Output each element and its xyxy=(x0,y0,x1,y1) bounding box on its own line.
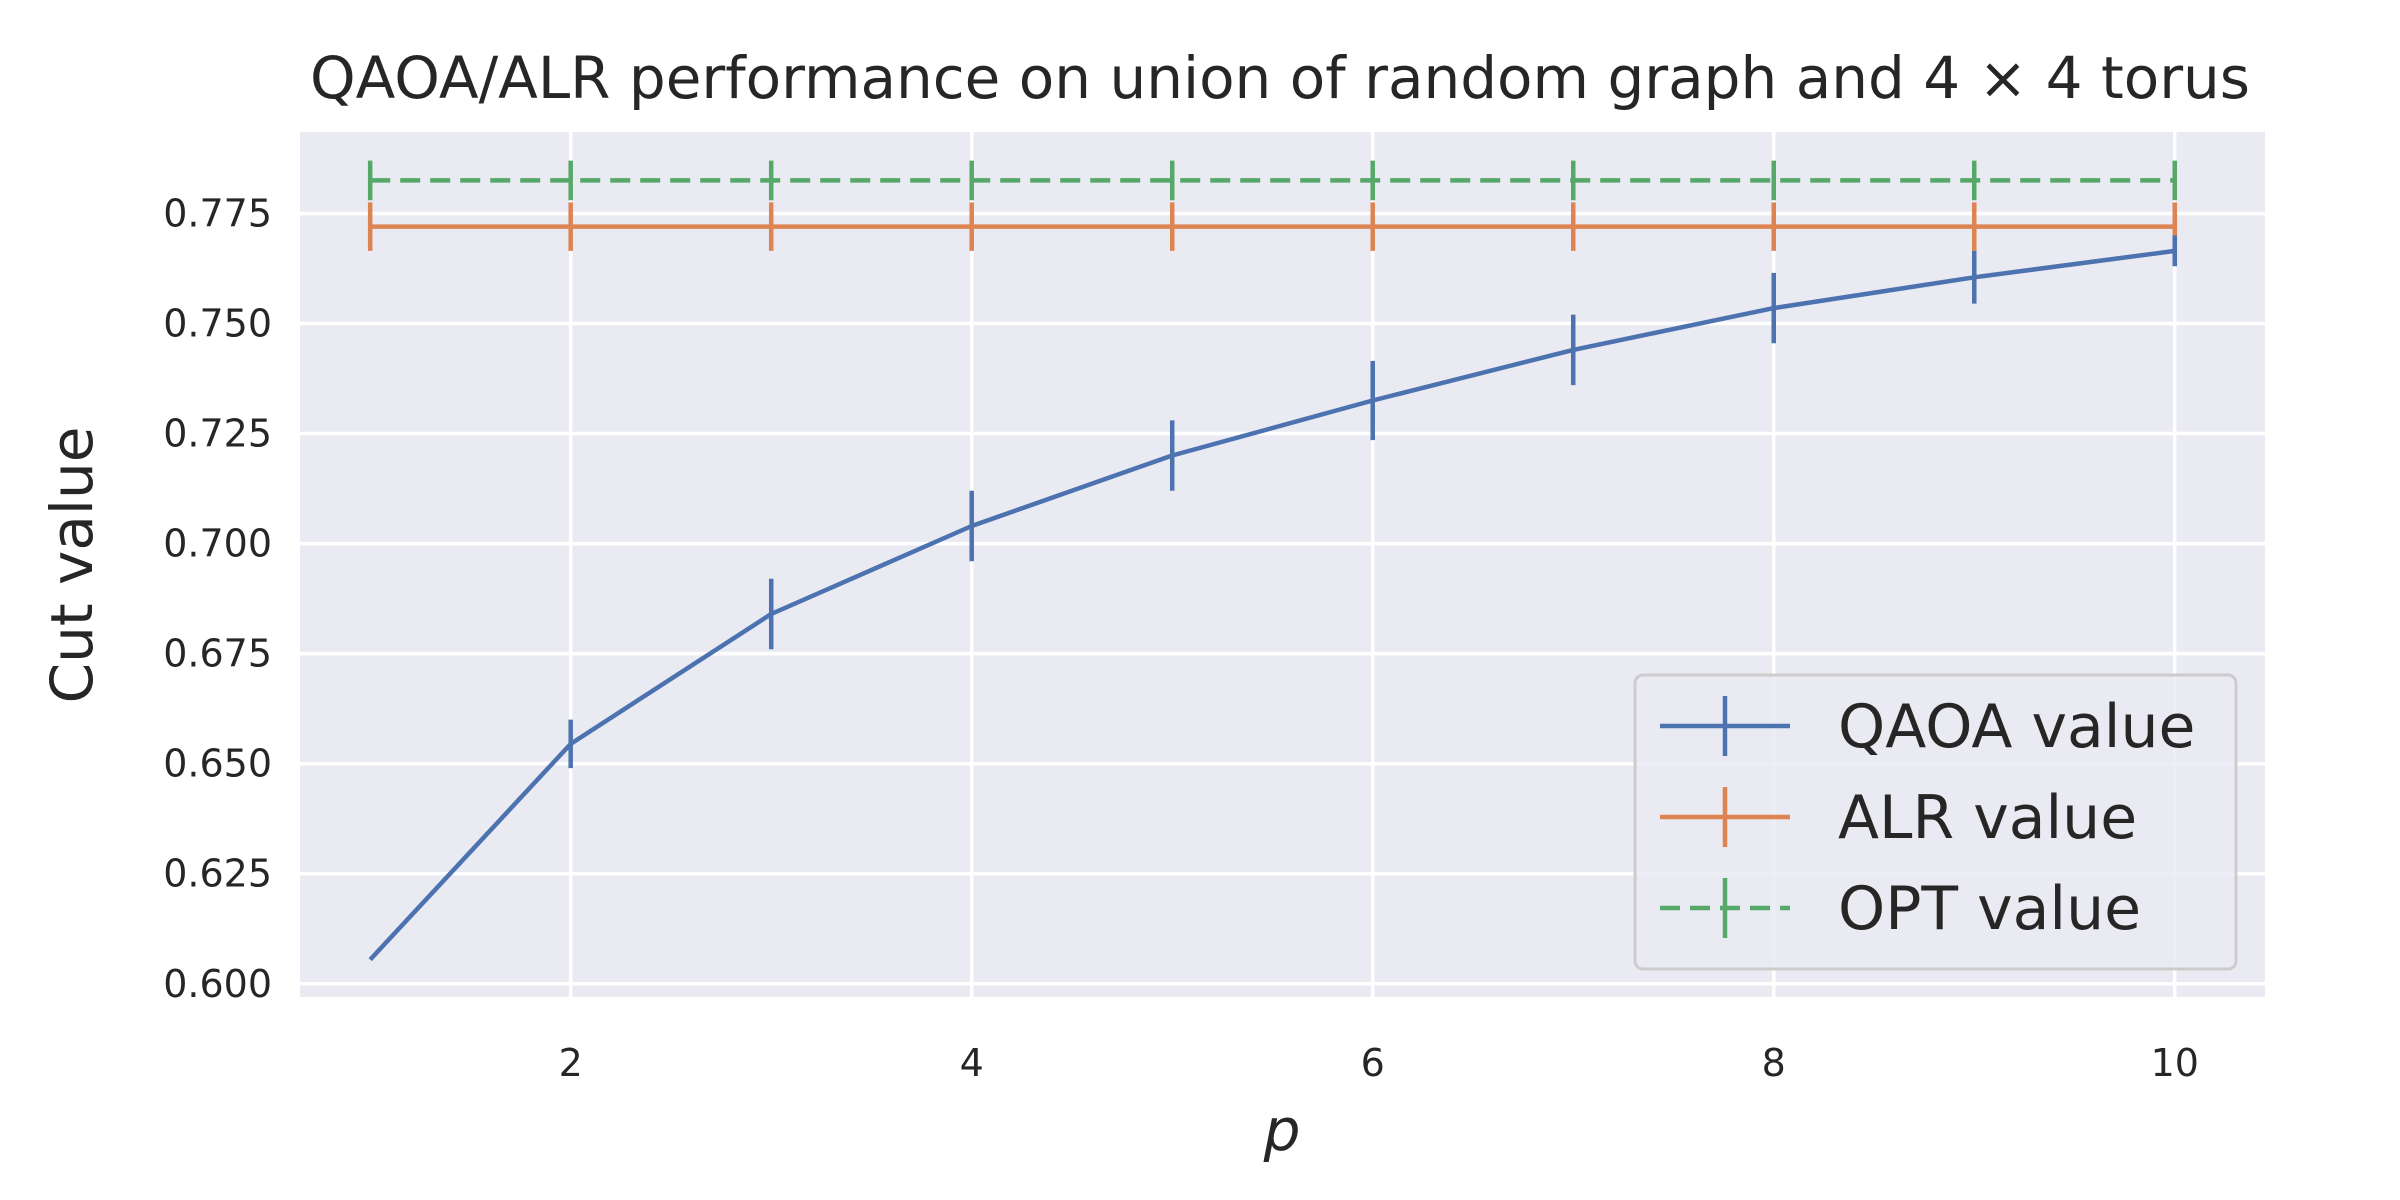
legend-label: ALR value xyxy=(1838,783,2137,853)
legend-label: OPT value xyxy=(1838,874,2141,944)
series-line xyxy=(368,248,2176,962)
x-tick-label: 6 xyxy=(1361,1041,1385,1085)
y-tick-label: 0.675 xyxy=(163,632,272,676)
legend-box xyxy=(1633,673,2238,971)
y-tick-label: 0.625 xyxy=(163,852,272,896)
y-tick-label: 0.750 xyxy=(163,301,272,345)
x-tick-label: 4 xyxy=(960,1041,984,1085)
series-layer xyxy=(367,160,2178,962)
y-tick-label: 0.650 xyxy=(163,742,272,786)
x-tick-label: 2 xyxy=(559,1041,583,1085)
x-tick-label: 8 xyxy=(1762,1041,1786,1085)
series-opt-value xyxy=(367,160,2178,201)
chart-title: QAOA/ALR performance on union of random … xyxy=(310,44,2250,112)
y-tick-label: 0.775 xyxy=(163,191,272,235)
y-tick-label: 0.600 xyxy=(163,962,272,1006)
y-axis-label: Cut value xyxy=(38,427,106,704)
legend-label: QAOA value xyxy=(1838,692,2195,762)
x-tick-labels: 2 4 6 8 10 xyxy=(559,1041,2199,1085)
y-tick-labels: 0.600 0.625 0.650 0.675 0.700 0.725 0.750 0.775 xyxy=(163,191,272,1005)
legend: QAOA value ALR value OPT value xyxy=(1633,673,2238,971)
x-axis-label: p xyxy=(1263,1096,1301,1164)
y-tick-label: 0.725 xyxy=(163,412,272,456)
series-qaoa-value xyxy=(368,235,2178,962)
x-tick-label: 10 xyxy=(2151,1041,2199,1085)
y-tick-label: 0.700 xyxy=(163,522,272,566)
